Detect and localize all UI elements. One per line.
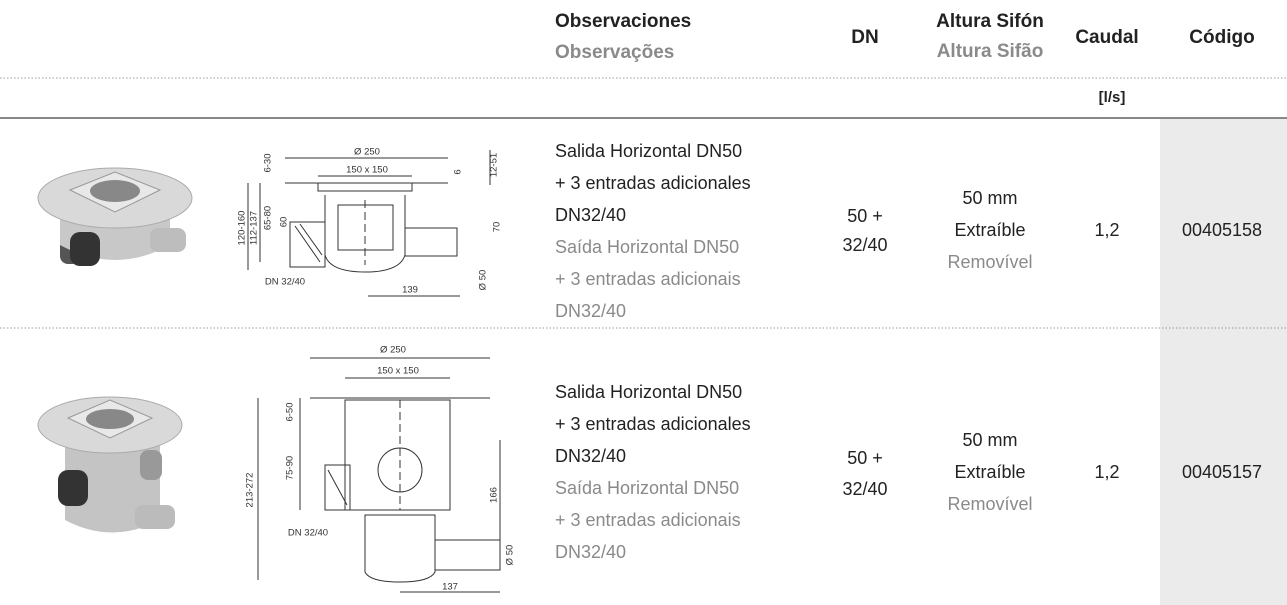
- header-text: Observações: [555, 42, 674, 63]
- altura: 50 mm: [962, 188, 1017, 208]
- dn: 32/40: [842, 479, 887, 499]
- obs-es: Salida Horizontal DN50: [555, 382, 742, 402]
- altura: 50 mm: [962, 430, 1017, 450]
- technical-drawing: [257, 357, 501, 593]
- codigo: 00405158: [1182, 220, 1262, 240]
- dimension-label: 150 x 150: [346, 165, 388, 176]
- obs-es: DN32/40: [555, 446, 626, 466]
- obs-pt: + 3 entradas adicionais: [555, 269, 741, 289]
- dimension-label: 112-137: [249, 211, 260, 245]
- altura-pt: Removível: [947, 252, 1032, 272]
- dimension-label: 6-30: [263, 153, 274, 172]
- header-text: Código: [1189, 27, 1254, 48]
- header-text: DN: [851, 27, 878, 48]
- obs-pt: + 3 entradas adicionais: [555, 510, 741, 530]
- dimension-label: Ø 250: [380, 345, 406, 356]
- header-text: Observaciones: [555, 11, 691, 32]
- dimension-label: 70: [492, 222, 503, 233]
- dimension-label: 12-51: [489, 153, 500, 177]
- caudal: 1,2: [1094, 462, 1119, 482]
- obs-pt: DN32/40: [555, 301, 626, 321]
- dimension-label: 6-50: [285, 402, 296, 421]
- dimension-label: DN 32/40: [288, 528, 328, 539]
- dimension-label: 75-90: [285, 456, 296, 480]
- dn: 50 +: [847, 448, 883, 468]
- codigo: 00405157: [1182, 462, 1262, 482]
- obs-pt: DN32/40: [555, 542, 626, 562]
- dimension-label: 137: [442, 582, 458, 593]
- dimension-label: 120-160: [237, 211, 248, 246]
- unit: [l/s]: [1099, 89, 1126, 106]
- dimension-label: 213-272: [245, 473, 256, 508]
- altura: Extraíble: [954, 220, 1025, 240]
- technical-drawing: [247, 150, 491, 297]
- dimension-label: DN 32/40: [265, 277, 305, 288]
- dimension-label: 6: [453, 169, 464, 174]
- header-text: Altura Sifão: [937, 41, 1044, 62]
- obs-es: + 3 entradas adicionales: [555, 414, 751, 434]
- dimension-label: Ø 50: [478, 270, 489, 291]
- obs-pt: Saída Horizontal DN50: [555, 478, 739, 498]
- obs-es: Salida Horizontal DN50: [555, 141, 742, 161]
- altura: Extraíble: [954, 462, 1025, 482]
- dimension-label: Ø 250: [354, 147, 380, 158]
- dimension-label: Ø 50: [505, 545, 516, 566]
- dimension-label: 65-80: [263, 206, 274, 230]
- header-text: Caudal: [1075, 27, 1138, 48]
- dn: 32/40: [842, 235, 887, 255]
- dn: 50 +: [847, 206, 883, 226]
- dimension-label: 139: [402, 285, 418, 296]
- caudal: 1,2: [1094, 220, 1119, 240]
- dimension-label: 166: [489, 487, 500, 503]
- dimension-label: 60: [279, 217, 290, 228]
- obs-es: + 3 entradas adicionales: [555, 173, 751, 193]
- product-image: [37, 396, 183, 533]
- obs-es: DN32/40: [555, 205, 626, 225]
- header-text: Altura Sifón: [936, 11, 1044, 32]
- dimension-label: 150 x 150: [377, 366, 419, 377]
- altura-pt: Removível: [947, 494, 1032, 514]
- code-column-bg: [1160, 119, 1287, 605]
- obs-pt: Saída Horizontal DN50: [555, 237, 739, 257]
- product-image: [37, 167, 193, 266]
